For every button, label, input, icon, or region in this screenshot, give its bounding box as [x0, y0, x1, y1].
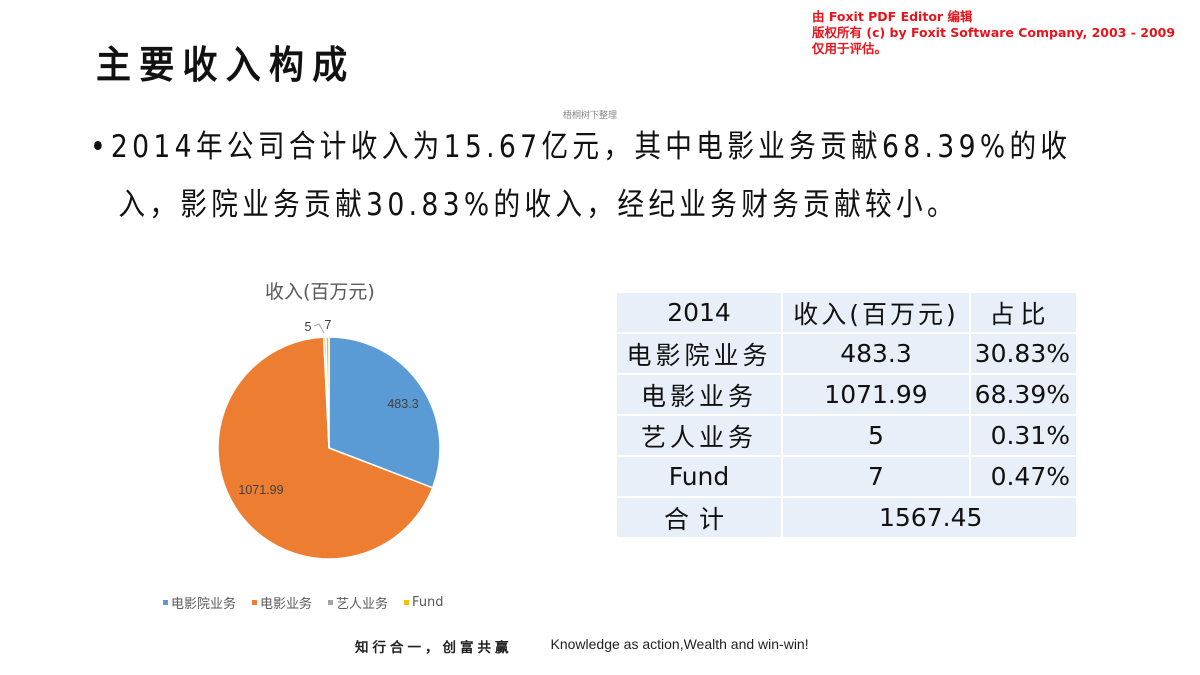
row-label: 艺人业务: [615, 414, 783, 457]
legend-label: 电影业务: [260, 597, 313, 612]
pie-data-label: 7: [325, 318, 332, 332]
row-share: 30.83%: [969, 332, 1078, 375]
pie-slice: [328, 336, 441, 489]
row-share: 68.39%: [969, 373, 1078, 416]
legend-label: Fund: [412, 595, 444, 610]
leader-line: [313, 323, 325, 334]
row-share: 0.47%: [969, 455, 1078, 498]
legend-swatch-icon: [404, 600, 410, 605]
row-label: Fund: [615, 455, 783, 498]
watermark-line2: 版权所有 (c) by Foxit Software Company, 2003…: [812, 25, 1176, 40]
total-label: 合计: [615, 496, 783, 539]
table-header-year: 2014: [615, 291, 783, 334]
legend-label: 艺人业务: [336, 597, 389, 612]
source-note: 梧桐树下整理: [563, 111, 618, 121]
table-header-share: 占比: [969, 291, 1078, 334]
revenue-table: 2014 收入(百万元) 占比 电影院业务 483.3 30.83% 电影业务 …: [615, 291, 1078, 539]
table-row: 电影业务 1071.99 68.39%: [615, 373, 1078, 416]
table-header-revenue: 收入(百万元): [781, 291, 971, 334]
legend-label: 电影院业务: [171, 597, 237, 612]
row-revenue: 1071.99: [781, 373, 971, 416]
total-value: 1567.45: [781, 496, 1078, 539]
pie-slice: [217, 336, 434, 560]
row-revenue: 483.3: [781, 332, 971, 375]
legend-swatch-icon: [252, 600, 258, 605]
bullet-line-2: 入，影院业务贡献30.83%的收入，经纪业务财务贡献较小。: [118, 187, 958, 223]
table-row: 艺人业务 5 0.31%: [615, 414, 1078, 457]
table-row: 电影院业务 483.3 30.83%: [615, 332, 1078, 375]
row-revenue: 5: [781, 414, 971, 457]
row-label: 电影院业务: [615, 332, 783, 375]
watermark-line1: 由 Foxit PDF Editor 编辑: [812, 9, 973, 24]
pie-data-label: 5: [305, 320, 312, 334]
footer-slogan: 知行合一，创富共赢 Knowledge as action,Wealth and…: [355, 636, 809, 656]
page-title: 主要收入构成: [96, 43, 356, 87]
summary-bullet: • 2014年公司合计收入为15.67亿元，其中电影业务贡献68.39%的收 入，…: [90, 118, 1067, 234]
bullet-line-1: 2014年公司合计收入为15.67亿元，其中电影业务贡献68.39%的收: [110, 129, 1072, 165]
legend-swatch-icon: [163, 600, 168, 605]
chart-title: 收入(百万元): [265, 281, 375, 303]
pie-data-label: 1071.99: [238, 483, 283, 497]
legend-item: 艺人业务: [328, 593, 388, 612]
table-row: Fund 7 0.47%: [615, 455, 1078, 498]
foxit-watermark: 由 Foxit PDF Editor 编辑 版权所有 (c) by Foxit …: [812, 9, 1175, 57]
legend-item: Fund: [404, 593, 444, 612]
table-total-row: 合计 1567.45: [615, 496, 1078, 539]
chart-legend: 电影院业务 电影业务 艺人业务 Fund: [163, 593, 444, 612]
watermark-line3: 仅用于评估。: [812, 41, 888, 56]
table-header-row: 2014 收入(百万元) 占比: [615, 291, 1078, 334]
legend-swatch-icon: [328, 600, 334, 605]
footer-en: Knowledge as action,Wealth and win-win!: [550, 636, 809, 652]
bullet-dot-icon: •: [90, 129, 106, 165]
row-share: 0.31%: [969, 414, 1078, 457]
legend-item: 电影业务: [252, 593, 312, 612]
pie-slice: [325, 336, 330, 449]
footer-cn: 知行合一，创富共赢: [355, 640, 513, 656]
row-label: 电影业务: [615, 373, 783, 416]
pie-data-label: 483.3: [387, 397, 418, 411]
legend-item: 电影院业务: [163, 593, 236, 612]
row-revenue: 7: [781, 455, 971, 498]
